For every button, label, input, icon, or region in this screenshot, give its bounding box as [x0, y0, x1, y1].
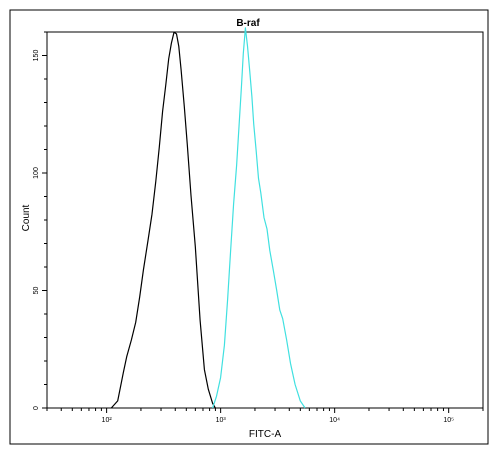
histogram-series [110, 27, 306, 409]
outer-frame [9, 9, 489, 445]
chart-title: B-raf [236, 18, 260, 29]
x-axis-label: FITC-A [249, 429, 282, 440]
y-axis-label: Count [21, 204, 32, 231]
y-tick-label: 100 [33, 167, 40, 179]
x-tick-label: 10⁵ [443, 417, 454, 424]
y-tick-label: 50 [33, 287, 40, 295]
x-tick-label: 10⁴ [329, 417, 340, 424]
histogram-series-2 [212, 27, 306, 409]
x-axis-ticks: 10² 10³ 10⁴ 10⁵ [46, 408, 484, 424]
x-tick-label: 10³ [216, 417, 227, 424]
histogram-series-1 [110, 31, 216, 409]
y-tick-label: 150 [33, 50, 40, 62]
x-tick-label: 10² [102, 417, 113, 424]
y-tick-label: 0 [33, 406, 40, 410]
y-axis-ticks: 0 50 100 150 [33, 31, 47, 410]
